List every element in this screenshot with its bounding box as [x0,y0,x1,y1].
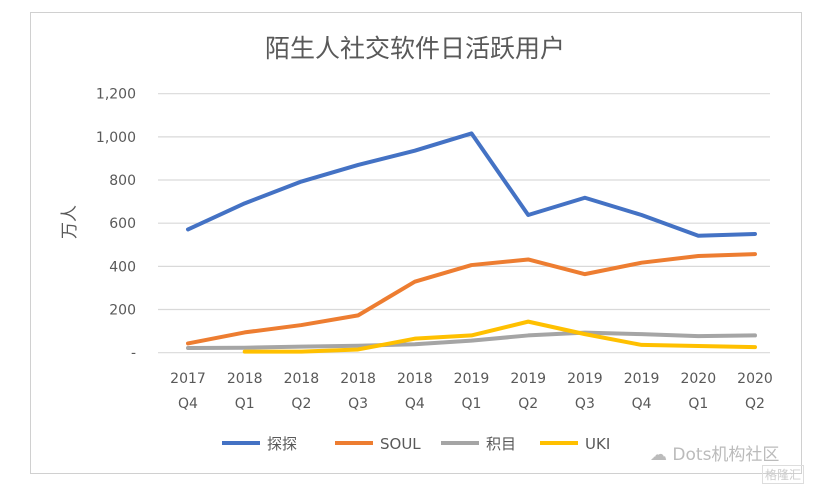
x-tick-label: Q4 [178,396,198,412]
x-tick-label: Q1 [688,396,708,412]
legend-label: 积目 [486,435,516,453]
y-tick-label: 600 [109,216,136,232]
y-tick-label: 1,200 [96,87,136,103]
legend-label: SOUL [380,435,421,453]
series-line-SOUL [186,252,757,346]
x-tick-label: Q1 [235,396,255,412]
x-tick-label: 2019 [567,371,603,387]
x-tick-label: 2018 [397,371,433,387]
x-tick-label: 2018 [227,371,263,387]
x-tick-label: 2019 [510,371,546,387]
y-tick-label: - [131,346,136,362]
watermark: ☁ Dots机构社区 [650,440,779,465]
x-tick-label: Q2 [518,396,538,412]
watermark-text: Dots机构社区 [672,445,780,465]
x-tick-label: 2020 [680,371,716,387]
x-tick-label: Q4 [632,396,652,412]
x-tick-label: Q2 [745,396,765,412]
chart-frame [30,12,802,474]
x-tick-label: Q4 [405,396,425,412]
y-tick-label: 400 [109,259,136,275]
x-tick-label: Q1 [462,396,482,412]
series-line-UKI [242,319,757,354]
wechat-icon: ☁ [650,445,673,465]
x-tick-label: 2020 [737,371,773,387]
x-tick-label: 2017 [170,371,206,387]
y-tick-label: 200 [109,303,136,319]
chart-title: 陌生人社交软件日活跃用户 [265,34,565,63]
x-tick-label: 2019 [454,371,490,387]
y-tick-label: 800 [109,173,136,189]
x-tick-label: 2018 [284,371,320,387]
legend-label: 探探 [267,435,297,453]
x-tick-label: 2018 [340,371,376,387]
x-tick-label: Q3 [575,396,595,412]
y-axis-label: 万人 [60,205,80,239]
x-tick-label: Q2 [291,396,311,412]
x-tick-label: Q3 [348,396,368,412]
series-line-探探 [186,131,757,238]
watermark-logo: 格隆汇 [762,465,805,484]
y-tick-label: 1,000 [96,130,136,146]
legend-label: UKI [585,435,610,453]
x-tick-label: 2019 [624,371,660,387]
